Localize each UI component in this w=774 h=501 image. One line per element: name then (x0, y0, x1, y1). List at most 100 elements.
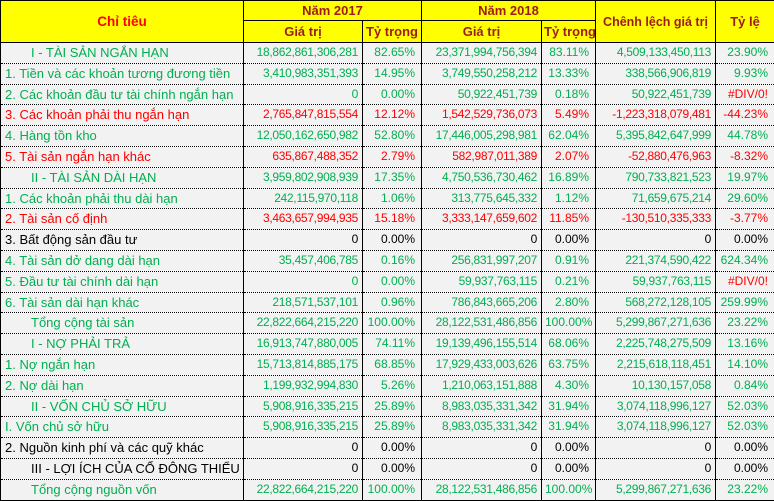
cell-p2018: 0.00% (542, 458, 596, 479)
cell-p2018: 83.11% (542, 43, 596, 64)
cell-p2017: 68.85% (363, 354, 422, 375)
cell-p2017: 0.00% (363, 230, 422, 251)
cell-rate: 0.00% (716, 458, 774, 479)
cell-p2017: 0.00% (363, 84, 422, 105)
cell-p2018: 1.12% (542, 188, 596, 209)
cell-p2017: 14.95% (363, 63, 422, 84)
cell-v2017: 3,410,983,351,393 (244, 63, 363, 84)
cell-p2018: 0.18% (542, 84, 596, 105)
header-nam-2018: Năm 2018 (422, 1, 596, 21)
cell-rate: #DIV/0! (716, 271, 774, 292)
cell-p2017: 12.12% (363, 105, 422, 126)
cell-v2018: 28,122,531,486,856 (422, 479, 542, 500)
cell-p2017: 0.16% (363, 250, 422, 271)
cell-p2018: 4.30% (542, 375, 596, 396)
cell-v2017: 2,765,847,815,554 (244, 105, 363, 126)
cell-v2017: 16,913,747,880,005 (244, 334, 363, 355)
cell-rate: 52.03% (716, 396, 774, 417)
cell-rate: 13.16% (716, 334, 774, 355)
cell-p2017: 0.00% (363, 271, 422, 292)
cell-rate: -3.77% (716, 209, 774, 230)
cell-v2017: 0 (244, 84, 363, 105)
cell-v2017: 22,822,664,215,220 (244, 479, 363, 500)
cell-diff: 5,395,842,647,999 (596, 126, 716, 147)
cell-v2018: 3,749,550,258,212 (422, 63, 542, 84)
cell-p2018: 62.04% (542, 126, 596, 147)
cell-diff: 59,937,763,115 (596, 271, 716, 292)
header-chenh-lech-gia-tri: Chênh lệch giá trị (596, 1, 716, 43)
cell-p2018: 2.07% (542, 146, 596, 167)
cell-label: 5. Tài sản ngắn hạn khác (1, 146, 244, 167)
cell-rate: #DIV/0! (716, 84, 774, 105)
header-chi-tieu: Chỉ tiêu (1, 1, 244, 43)
cell-rate: -8.32% (716, 146, 774, 167)
cell-diff: 568,272,128,105 (596, 292, 716, 313)
cell-v2018: 17,929,433,003,626 (422, 354, 542, 375)
cell-p2018: 100.00% (542, 313, 596, 334)
cell-p2017: 5.26% (363, 375, 422, 396)
cell-p2018: 11.85% (542, 209, 596, 230)
cell-p2017: 100.00% (363, 479, 422, 500)
cell-v2017: 15,713,814,885,175 (244, 354, 363, 375)
cell-label: II - VỐN CHỦ SỞ HỮU (1, 396, 244, 417)
cell-v2017: 1,199,932,994,830 (244, 375, 363, 396)
cell-rate: 0.84% (716, 375, 774, 396)
cell-p2018: 0.00% (542, 438, 596, 459)
cell-v2017: 218,571,537,101 (244, 292, 363, 313)
cell-p2018: 2.80% (542, 292, 596, 313)
cell-diff: 3,074,118,996,127 (596, 417, 716, 438)
cell-p2018: 31.94% (542, 396, 596, 417)
header-gia-tri-2018: Giá trị (422, 21, 542, 43)
cell-p2017: 74.11% (363, 334, 422, 355)
cell-p2017: 0.96% (363, 292, 422, 313)
cell-label: 2. Tài sản cố định (1, 209, 244, 230)
cell-v2017: 242,115,970,118 (244, 188, 363, 209)
cell-label: 6. Tài sản dài hạn khác (1, 292, 244, 313)
cell-v2018: 256,831,997,207 (422, 250, 542, 271)
cell-v2017: 12,050,162,650,982 (244, 126, 363, 147)
cell-label: 5. Đầu tư tài chính dài hạn (1, 271, 244, 292)
cell-v2018: 28,122,531,486,856 (422, 313, 542, 334)
cell-p2018: 0.91% (542, 250, 596, 271)
cell-label: 4. Hàng tồn kho (1, 126, 244, 147)
cell-v2017: 22,822,664,215,220 (244, 313, 363, 334)
cell-p2017: 1.06% (363, 188, 422, 209)
cell-v2018: 313,775,645,332 (422, 188, 542, 209)
cell-rate: 14.10% (716, 354, 774, 375)
cell-label: 3. Bất động sản đầu tư (1, 230, 244, 251)
cell-v2017: 0 (244, 230, 363, 251)
cell-rate: 29.60% (716, 188, 774, 209)
cell-v2017: 35,457,406,785 (244, 250, 363, 271)
cell-v2018: 0 (422, 458, 542, 479)
cell-p2017: 17.35% (363, 167, 422, 188)
table-header: Chỉ tiêu Năm 2017 Năm 2018 Chênh lệch gi… (1, 1, 774, 43)
cell-rate: 23.22% (716, 479, 774, 500)
cell-label: 1. Các khoản phải thu dài hạn (1, 188, 244, 209)
cell-v2018: 59,937,763,115 (422, 271, 542, 292)
cell-diff: 71,659,675,214 (596, 188, 716, 209)
cell-p2017: 52.80% (363, 126, 422, 147)
cell-diff: 2,215,618,118,451 (596, 354, 716, 375)
cell-v2017: 5,908,916,335,215 (244, 417, 363, 438)
header-ty-trong-2018: Tỷ trọng (542, 21, 596, 43)
cell-p2017: 2.79% (363, 146, 422, 167)
cell-label: 4. Tài sản dở dang dài hạn (1, 250, 244, 271)
cell-rate: 44.78% (716, 126, 774, 147)
cell-v2018: 23,371,994,756,394 (422, 43, 542, 64)
cell-label: 1. Tiền và các khoản tương đương tiền (1, 63, 244, 84)
cell-rate: 52.03% (716, 417, 774, 438)
